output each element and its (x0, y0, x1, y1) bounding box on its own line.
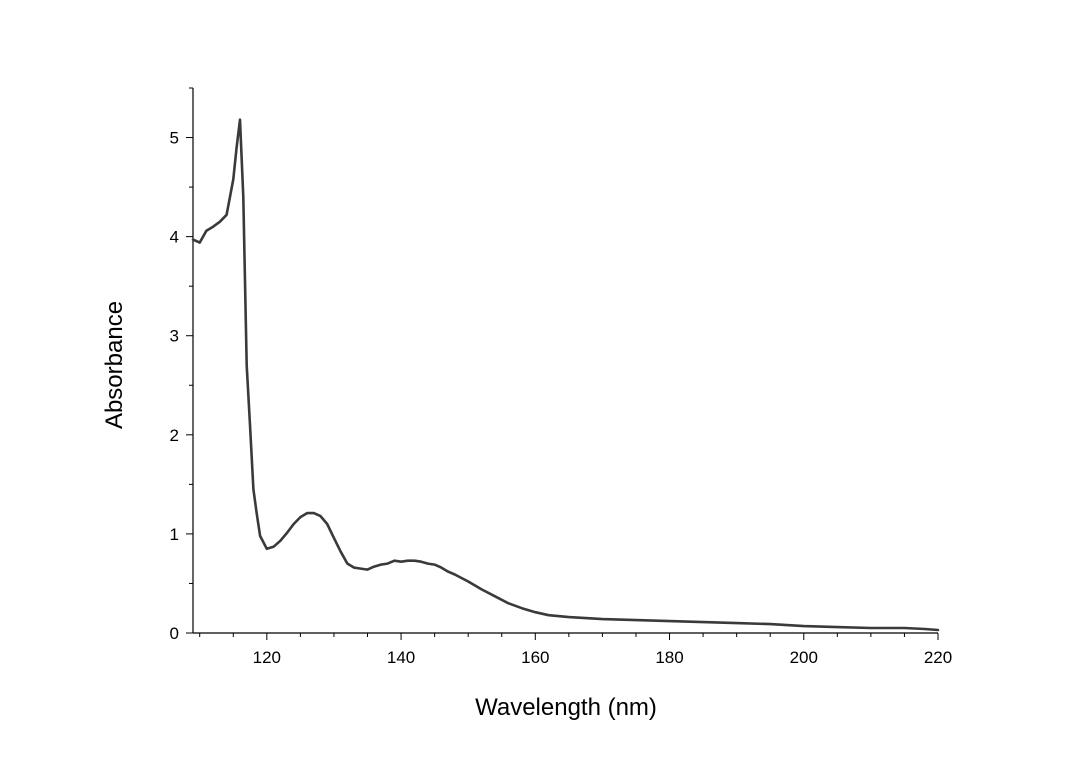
x-tick-label: 180 (655, 648, 683, 667)
x-tick-label: 200 (790, 648, 818, 667)
y-tick-label: 1 (170, 525, 179, 544)
x-tick-label: 220 (924, 648, 952, 667)
ticks-layer: 120 140 160 180 200 220 0 1 2 3 4 5 (170, 87, 952, 667)
x-axis-title: Wavelength (nm) (475, 694, 657, 721)
y-axis-title: Absorbance (101, 301, 128, 429)
y-tick-label: 3 (170, 327, 179, 346)
axes-layer (192, 88, 938, 634)
x-tick-label: 140 (387, 648, 415, 667)
y-tick-label: 5 (170, 129, 179, 148)
y-tick-label: 4 (170, 228, 179, 247)
y-tick-label: 2 (170, 426, 179, 445)
series-layer (191, 118, 940, 632)
x-tick-label: 120 (253, 648, 281, 667)
absorbance-series-line (191, 118, 940, 632)
y-tick-label: 0 (170, 624, 179, 643)
x-tick-label: 160 (521, 648, 549, 667)
